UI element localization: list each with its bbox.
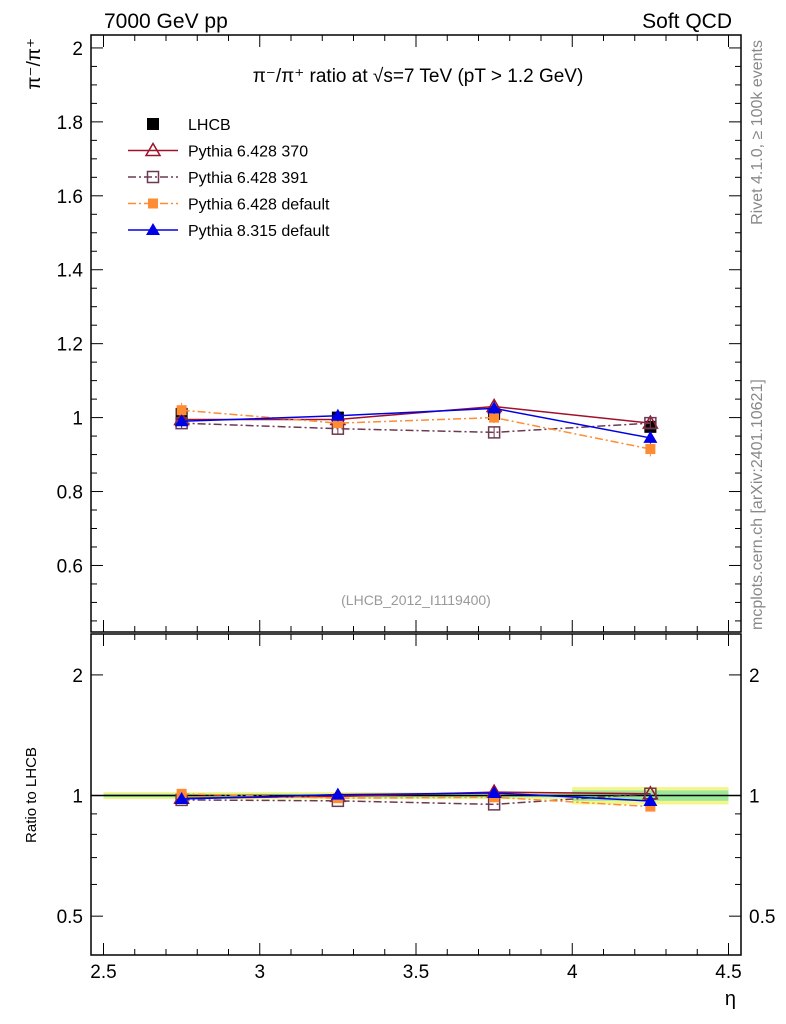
y-tick-label: 1 [72,409,83,430]
y-tick-label: 1.2 [57,335,83,356]
legend-label-pythia-8-315-default: Pythia 8.315 default [188,223,330,240]
point-pythia-6-428-default [176,405,187,416]
ratio-point-pythia-6-428-default [645,801,656,812]
legend-marker-pythia-6-428-default [148,198,158,209]
ratio-line-pythia-8-315-default [181,792,651,802]
x-tick-label: 2.5 [90,962,116,983]
x-tick-label: 4 [567,962,578,983]
ratio-y-tick-label: 2 [749,666,760,687]
ratio-line-pythia-6-428-default [181,793,651,808]
x-axis-label: η [725,988,736,1010]
ratio-y-tick-label: 0.5 [749,907,775,928]
y-tick-label: 0.6 [57,556,83,577]
point-pythia-8-315-default [487,401,502,414]
point-pythia-8-315-default [330,408,345,421]
point-pythia-8-315-default [174,414,189,427]
ratio-point-pythia-8-315-default [643,793,658,806]
y-tick-label: 0.8 [57,483,83,504]
ratio-y-tick-label: 2 [72,666,83,687]
legend-marker-pythia-6-428-391 [146,170,160,184]
legend-label-lhcb: LHCB [188,117,231,134]
ratio-point-pythia-8-315-default [330,787,345,800]
x-tick-label: 3.5 [403,962,429,983]
legend-marker-pythia-8-315-default [146,223,160,235]
y-tick-label: 2 [72,39,83,60]
ratio-y-tick-label: 1 [749,787,760,808]
ratio-point-pythia-8-315-default [174,792,189,805]
ratio-line-pythia-6-428-391 [181,793,651,806]
y-axis-label: π⁻/π⁺ [24,38,45,90]
chart-title: π⁻/π⁺ ratio at √s=7 TeV (pT > 1.2 GeV) [253,66,584,87]
legend-label-pythia-6-428-default: Pythia 6.428 default [188,197,330,214]
legend-marker-lhcb [147,118,159,130]
point-pythia-6-428-default [645,444,656,455]
legend-marker-pythia-6-428-370 [144,142,162,157]
ratio-point-pythia-8-315-default [487,785,502,798]
series-line-pythia-6-428-370 [181,405,651,424]
y-tick-label: 1.6 [57,187,83,208]
header-right: Soft QCD [642,10,732,33]
y-tick-label: 1.8 [57,113,83,134]
series-line-pythia-6-428-391 [181,422,651,434]
analysis-id: (LHCB_2012_I1119400) [341,592,491,608]
point-pythia-6-428-default [489,412,500,423]
ratio-y-axis-label: Ratio to LHCB [23,747,40,843]
ratio-y-tick-label: 1 [72,787,83,808]
mcplots-label: mcplots.cern.ch [arXiv:2401.10621] [749,379,766,630]
point-pythia-6-428-391 [644,416,657,430]
series-line-pythia-8-315-default [181,407,651,439]
point-pythia-6-428-default [332,418,343,429]
x-tick-label: 4.5 [715,962,741,983]
ratio-y-tick-label: 0.5 [57,907,83,928]
legend-label-pythia-6-428-370: Pythia 6.428 370 [188,144,308,161]
point-pythia-6-428-391 [487,426,501,439]
legend-label-pythia-6-428-391: Pythia 6.428 391 [188,170,308,187]
x-tick-label: 3 [254,962,265,983]
rivet-label: Rivet 4.1.0, ≥ 100k events [749,40,766,225]
y-tick-label: 1.4 [57,261,84,282]
point-pythia-8-315-default [643,430,658,443]
header-left: 7000 GeV pp [104,10,228,33]
